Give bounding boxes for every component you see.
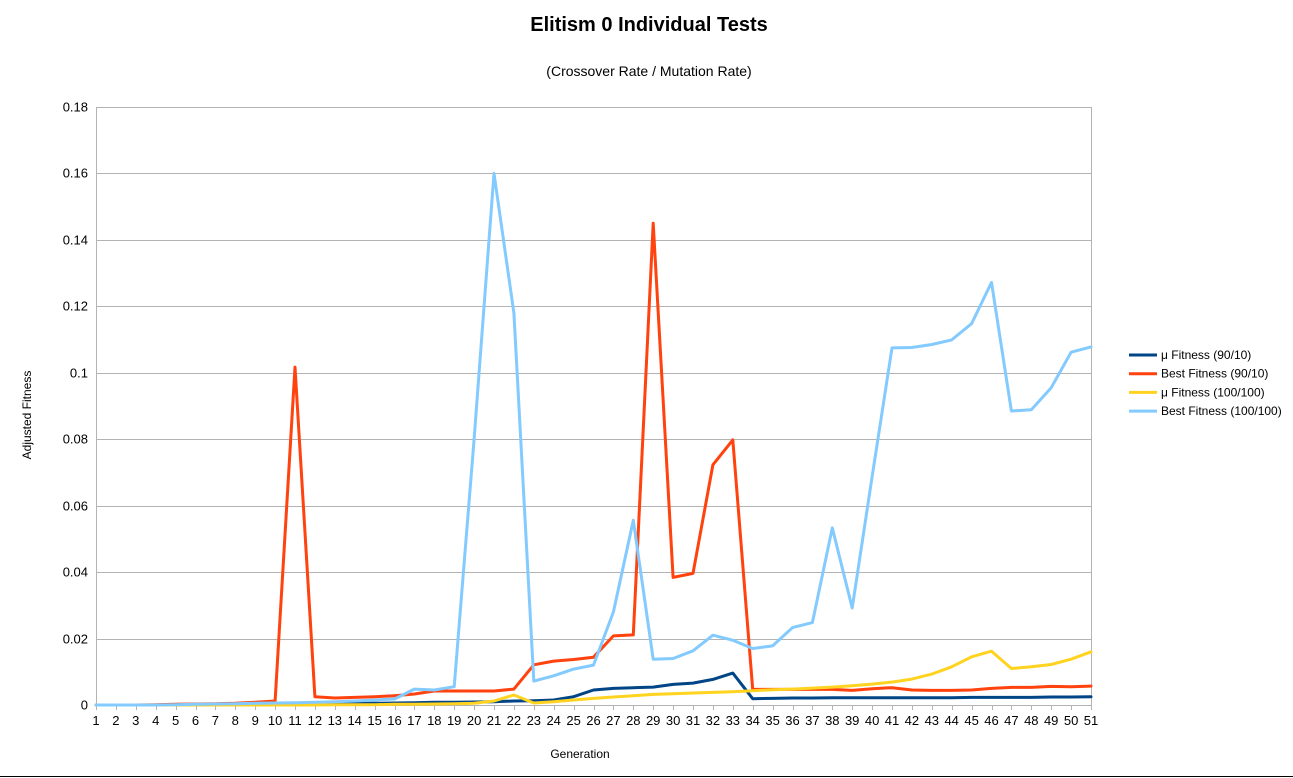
x-tick-label: 1 xyxy=(92,713,99,728)
x-tick-label: 44 xyxy=(944,713,958,728)
x-tick-label: 4 xyxy=(152,713,159,728)
y-tick-label: 0.16 xyxy=(63,166,88,181)
x-tick-label: 18 xyxy=(427,713,441,728)
y-tick-label: 0.12 xyxy=(63,299,88,314)
x-tick-label: 9 xyxy=(252,713,259,728)
series-line-3 xyxy=(94,649,1093,707)
x-tick-label: 27 xyxy=(606,713,620,728)
y-tick-label: 0.14 xyxy=(63,233,88,248)
x-tick-label: 16 xyxy=(387,713,401,728)
x-tick-label: 28 xyxy=(626,713,640,728)
x-tick-label: 13 xyxy=(328,713,342,728)
y-tick-label: 0 xyxy=(81,698,88,713)
plot-area xyxy=(96,107,1092,706)
x-tick-label: 7 xyxy=(212,713,219,728)
x-axis-title: Generation xyxy=(550,747,609,761)
x-tick-label: 12 xyxy=(308,713,322,728)
x-tick-label: 39 xyxy=(845,713,859,728)
series-line-4 xyxy=(94,171,1093,707)
x-tick-label: 30 xyxy=(666,713,680,728)
legend-label: μ Fitness (100/100) xyxy=(1161,385,1265,399)
y-tick-label: 0.18 xyxy=(63,100,88,115)
x-tick-label: 8 xyxy=(232,713,239,728)
x-tick-label: 40 xyxy=(865,713,879,728)
x-tick-label: 14 xyxy=(347,713,361,728)
legend-label: Best Fitness (100/100) xyxy=(1161,404,1282,418)
x-tick-label: 6 xyxy=(192,713,199,728)
x-tick-label: 19 xyxy=(447,713,461,728)
x-tick-label: 35 xyxy=(765,713,779,728)
y-tick-label: 0.02 xyxy=(63,632,88,647)
x-tick-label: 26 xyxy=(586,713,600,728)
x-axis: 1 2 3 4 5 6 7 8 9 10 11 12 13 14 15 16 17 18 19 20 21 22 23 24 2… xyxy=(92,705,1098,728)
y-axis: 0 0.02 0.04 0.06 0.08 0.1 0.12 0.14 0.16 0.18 xyxy=(63,100,97,713)
legend-label: Best Fitness (90/10) xyxy=(1161,367,1268,381)
x-tick-label: 2 xyxy=(112,713,119,728)
x-tick-label: 17 xyxy=(407,713,421,728)
x-tick-label: 47 xyxy=(1004,713,1018,728)
y-tick-label: 0.1 xyxy=(70,366,88,381)
legend: μ Fitness (90/10) Best Fitness (90/10) μ F… xyxy=(1129,348,1282,418)
x-tick-label: 49 xyxy=(1044,713,1058,728)
x-tick-label: 33 xyxy=(726,713,740,728)
y-tick-label: 0.04 xyxy=(63,565,88,580)
x-tick-label: 24 xyxy=(546,713,560,728)
x-tick-label: 36 xyxy=(785,713,799,728)
x-tick-label: 5 xyxy=(172,713,179,728)
x-tick-label: 46 xyxy=(984,713,998,728)
x-tick-label: 31 xyxy=(686,713,700,728)
x-tick-label: 23 xyxy=(527,713,541,728)
x-tick-label: 10 xyxy=(268,713,282,728)
y-tick-label: 0.08 xyxy=(63,432,88,447)
y-axis-title: Adjusted Fitness xyxy=(20,371,34,460)
x-tick-label: 34 xyxy=(745,713,759,728)
x-tick-label: 37 xyxy=(805,713,819,728)
x-tick-label: 45 xyxy=(964,713,978,728)
x-tick-label: 29 xyxy=(646,713,660,728)
legend-label: μ Fitness (90/10) xyxy=(1161,348,1251,362)
x-tick-label: 3 xyxy=(132,713,139,728)
x-tick-label: 42 xyxy=(905,713,919,728)
x-tick-label: 22 xyxy=(507,713,521,728)
x-tick-label: 51 xyxy=(1084,713,1098,728)
x-tick-label: 41 xyxy=(885,713,899,728)
x-tick-label: 20 xyxy=(467,713,481,728)
plot-background xyxy=(96,107,1091,705)
x-tick-label: 43 xyxy=(925,713,939,728)
x-tick-label: 15 xyxy=(367,713,381,728)
x-tick-label: 21 xyxy=(487,713,501,728)
chart-title: Elitism 0 Individual Tests xyxy=(530,14,767,36)
x-tick-label: 11 xyxy=(288,713,302,728)
series-group xyxy=(94,171,1093,707)
x-tick-label: 38 xyxy=(825,713,839,728)
x-tick-label: 32 xyxy=(706,713,720,728)
chart-subtitle: (Crossover Rate / Mutation Rate) xyxy=(546,63,751,79)
x-tick-label: 48 xyxy=(1024,713,1038,728)
x-tick-label: 25 xyxy=(566,713,580,728)
y-tick-label: 0.06 xyxy=(63,499,88,514)
x-tick-label: 50 xyxy=(1064,713,1078,728)
